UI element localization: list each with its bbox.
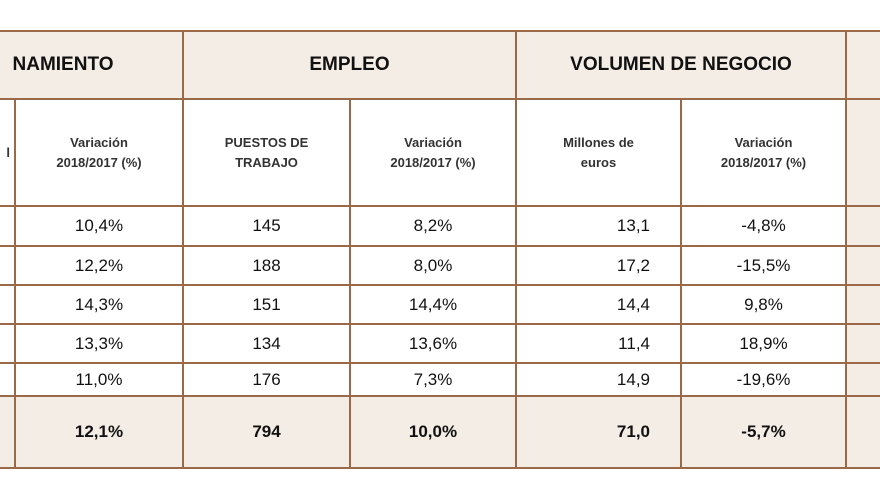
total-cell: 10,0%	[349, 395, 517, 469]
cell-cropped	[845, 205, 880, 247]
data-cell: -4,8%	[680, 205, 847, 247]
cell-text: NAMIENTO	[12, 54, 114, 75]
cell-text: 176	[252, 369, 281, 389]
total-cell: 12,1%	[14, 395, 184, 469]
total-cell: 794	[182, 395, 351, 469]
cell-text: Variación 2018/2017 (%)	[720, 135, 807, 170]
data-cell: 13,6%	[349, 323, 517, 364]
cell-text: 14,4	[616, 294, 650, 314]
cell-text: Millones de euros	[563, 135, 634, 170]
cell-text: 10,0%	[408, 422, 458, 441]
cell-text: Variación 2018/2017 (%)	[56, 135, 142, 170]
data-cell: 8,0%	[349, 245, 517, 286]
group-header-cropped	[845, 30, 880, 100]
column-header: Millones de euros	[515, 98, 682, 207]
cell-text: VOLUMEN DE NEGOCIO	[570, 54, 792, 75]
cell-text: 10,4%	[74, 216, 124, 235]
group-header: EMPLEO	[182, 30, 517, 100]
column-header: Variación 2018/2017 (%)	[349, 98, 517, 207]
cell-text: 14,9	[616, 369, 650, 389]
cell-text: l	[6, 144, 10, 160]
cell-text: 14,4%	[408, 294, 458, 314]
column-header: PUESTOS DE TRABAJO	[182, 98, 351, 207]
data-cell: 13,3%	[14, 323, 184, 364]
cell-text: -5,7%	[741, 422, 786, 441]
data-cell: 9,8%	[680, 284, 847, 325]
column-header: Variación 2018/2017 (%)	[680, 98, 847, 207]
data-cell: 11,0%	[14, 362, 184, 397]
data-cell: 14,9	[515, 362, 682, 397]
cell-text: 134	[252, 333, 281, 353]
data-cell: 134	[182, 323, 351, 364]
cell-text: 9,8%	[744, 294, 783, 314]
data-cell: 11,4	[515, 323, 682, 364]
cell-text: 12,1%	[74, 422, 124, 441]
cell-text: -4,8%	[741, 216, 786, 235]
data-cell: 17,2	[515, 245, 682, 286]
cell-text: 17,2	[616, 255, 650, 275]
data-cell: 13,1	[515, 205, 682, 247]
cell-text: 13,6%	[408, 333, 458, 353]
cell-cropped	[845, 362, 880, 397]
data-cell: 12,2%	[14, 245, 184, 286]
total-cell: 71,0	[515, 395, 682, 469]
cell-text: EMPLEO	[309, 54, 390, 75]
cell-cropped	[845, 323, 880, 364]
cell-text: 151	[252, 294, 281, 314]
group-header: VOLUMEN DE NEGOCIO	[515, 30, 847, 100]
data-cell: 18,9%	[680, 323, 847, 364]
cell-text: -19,6%	[736, 369, 791, 389]
data-cell: 176	[182, 362, 351, 397]
cell-text: 794	[252, 422, 281, 441]
cell-text: -15,5%	[736, 255, 791, 275]
data-cell: -15,5%	[680, 245, 847, 286]
total-cell: -5,7%	[680, 395, 847, 469]
cell-text: 12,2%	[74, 255, 124, 275]
data-cell: 8,2%	[349, 205, 517, 247]
cell-text: 7,3%	[413, 369, 453, 389]
data-cell: 14,3%	[14, 284, 184, 325]
cell-text: 13,1	[616, 216, 650, 235]
cell-text: 145	[252, 216, 281, 235]
cell-cropped	[845, 284, 880, 325]
cell-cropped	[845, 245, 880, 286]
data-cell: 188	[182, 245, 351, 286]
cell-text: 8,2%	[413, 216, 453, 235]
data-cell: 145	[182, 205, 351, 247]
cell-text: PUESTOS DE TRABAJO	[224, 135, 309, 170]
cell-text: 8,0%	[413, 255, 453, 275]
data-cell: 14,4%	[349, 284, 517, 325]
total-cell-cropped	[845, 395, 880, 469]
cell-text: 14,3%	[74, 294, 124, 314]
data-cell: 7,3%	[349, 362, 517, 397]
data-cell: 151	[182, 284, 351, 325]
cell-text: 71,0	[616, 422, 650, 441]
column-header: Variación 2018/2017 (%)	[14, 98, 184, 207]
cell-text: 18,9%	[739, 333, 788, 353]
data-cell: -19,6%	[680, 362, 847, 397]
cell-text: 188	[252, 255, 281, 275]
cell-text: 11,4	[618, 333, 650, 353]
cell-text: Variación 2018/2017 (%)	[390, 135, 476, 170]
data-cell: 10,4%	[14, 205, 184, 247]
group-header: NAMIENTO	[0, 30, 184, 100]
cell-text: 11,0%	[75, 369, 123, 389]
cell-text: 13,3%	[74, 333, 124, 353]
column-header-cropped	[845, 98, 880, 207]
data-cell: 14,4	[515, 284, 682, 325]
